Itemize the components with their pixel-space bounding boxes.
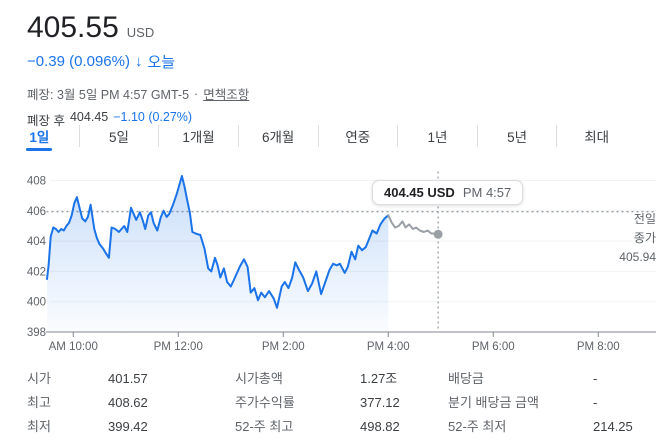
- after-hours-label: 폐장 후: [27, 114, 65, 128]
- svg-text:AM 10:00: AM 10:00: [49, 341, 98, 353]
- svg-text:PM 2:00: PM 2:00: [262, 341, 305, 353]
- dot-separator: ·: [194, 86, 199, 101]
- svg-text:PM 4:00: PM 4:00: [367, 341, 410, 353]
- tab-1d-label: 1일: [29, 130, 50, 145]
- tab-divider: [476, 125, 478, 147]
- svg-text:404: 404: [27, 236, 47, 248]
- prev-close-word2: 종가: [633, 231, 656, 245]
- price-row: 405.55 USD: [27, 12, 249, 44]
- tab-max-label: 최대: [584, 130, 610, 145]
- period-tabs: 1일 5일 1개월 6개월 연중 1년 5년 최대: [0, 121, 636, 151]
- market-closed-text: 폐장: 3월 5일 PM 4:57 GMT-5: [27, 88, 190, 102]
- tab-1y[interactable]: 1년: [398, 121, 477, 151]
- tab-1y-label: 1년: [427, 130, 448, 145]
- stat-label: 시가총액: [235, 371, 283, 386]
- stat-value: -: [593, 395, 598, 410]
- tab-ytd-label: 연중: [345, 130, 371, 145]
- stat-label: 분기 배당금 금액: [448, 395, 539, 410]
- stat-label: 시가: [27, 371, 51, 386]
- svg-text:400: 400: [27, 297, 46, 309]
- change-period-label: 오늘: [147, 54, 176, 71]
- tab-1d[interactable]: 1일: [0, 121, 79, 151]
- prev-close-label: 전일 종가 405.94: [619, 210, 656, 267]
- stat-value: 1.27조: [360, 371, 398, 386]
- currency-label: USD: [126, 25, 155, 40]
- svg-text:PM 6:00: PM 6:00: [472, 341, 515, 353]
- stat-value: 214.25: [593, 419, 633, 434]
- stat-label: 52-주 최저: [448, 419, 507, 434]
- tab-divider: [78, 125, 80, 147]
- after-hours-price: 404.45: [69, 110, 109, 124]
- after-hours-change: −1.10 (0.27%): [113, 110, 193, 124]
- svg-text:406: 406: [27, 206, 46, 218]
- tab-5d[interactable]: 5일: [80, 121, 159, 151]
- svg-text:402: 402: [27, 266, 46, 278]
- prev-close-value: 405.94: [619, 250, 656, 264]
- stat-label: 최저: [27, 419, 51, 434]
- price-change: −0.39 (0.096%): [27, 53, 130, 70]
- tab-5y-label: 5년: [507, 130, 528, 145]
- price-change-row: −0.39 (0.096%) ↓ 오늘: [27, 51, 249, 72]
- key-stats-table: 시가 401.57 시가총액 1.27조 배당금 - 최고 408.62 주가수…: [27, 372, 653, 434]
- tab-6m[interactable]: 6개월: [239, 121, 318, 151]
- tab-6m-label: 6개월: [262, 130, 295, 145]
- prev-close-word1: 전일: [633, 212, 656, 226]
- tab-divider: [237, 125, 239, 147]
- svg-text:PM 8:00: PM 8:00: [577, 341, 620, 353]
- tab-divider: [158, 125, 160, 147]
- svg-text:PM 12:00: PM 12:00: [154, 341, 203, 353]
- disclaimer-link[interactable]: 면책조항: [203, 88, 250, 102]
- price-chart: 398 400 402 404 406 408 AM 10:00 PM 12:00 PM 2:0…: [0, 160, 658, 360]
- quote-header: 405.55 USD −0.39 (0.096%) ↓ 오늘 폐장: 3월 5일…: [27, 12, 249, 129]
- tab-divider: [556, 125, 558, 147]
- stat-label: 최고: [27, 395, 51, 410]
- tab-5d-label: 5일: [108, 130, 129, 145]
- tab-divider: [397, 125, 399, 147]
- tab-1m[interactable]: 1개월: [159, 121, 238, 151]
- stat-value: 498.82: [360, 419, 400, 434]
- tab-ytd[interactable]: 연중: [319, 121, 398, 151]
- tooltip-price: 404.45 USD: [384, 185, 455, 200]
- stat-label: 배당금: [448, 371, 484, 386]
- svg-text:408: 408: [27, 176, 46, 188]
- after-hours-row: 폐장 후 404.45 −1.10 (0.27%): [27, 110, 249, 129]
- stat-value: 377.12: [360, 395, 400, 410]
- stat-value: -: [593, 371, 598, 386]
- tab-divider: [317, 125, 319, 147]
- chart-canvas[interactable]: 398 400 402 404 406 408 AM 10:00 PM 12:00 PM 2:0…: [0, 160, 658, 360]
- active-tab-indicator: [26, 148, 53, 151]
- tab-max[interactable]: 최대: [557, 121, 636, 151]
- stat-label: 52-주 최고: [235, 419, 294, 434]
- tab-1m-label: 1개월: [182, 130, 215, 145]
- stat-value: 399.42: [108, 419, 148, 434]
- stat-value: 408.62: [108, 395, 148, 410]
- tooltip-time: PM 4:57: [462, 185, 512, 200]
- current-price: 405.55: [27, 11, 119, 44]
- chart-tooltip: 404.45 USD PM 4:57: [372, 180, 524, 205]
- market-closed-row: 폐장: 3월 5일 PM 4:57 GMT-5 · 면책조항: [27, 84, 249, 103]
- tab-5y[interactable]: 5년: [478, 121, 557, 151]
- stat-value: 401.57: [108, 371, 148, 386]
- arrow-down-icon: ↓: [135, 53, 143, 70]
- stat-label: 주가수익률: [235, 395, 295, 410]
- svg-text:398: 398: [27, 327, 46, 339]
